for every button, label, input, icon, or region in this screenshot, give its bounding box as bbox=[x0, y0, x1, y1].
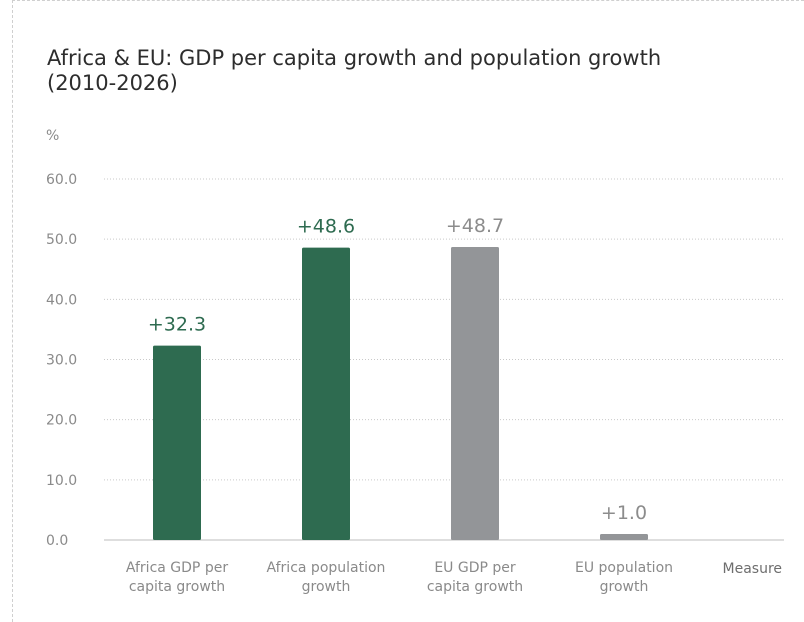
bar bbox=[153, 345, 201, 540]
bar bbox=[302, 247, 350, 540]
x-tick-label: capita growth bbox=[427, 579, 523, 595]
data-label: +32.3 bbox=[148, 314, 206, 336]
y-tick-label: 60.0 bbox=[46, 172, 77, 188]
y-tick-label: 40.0 bbox=[46, 292, 77, 308]
y-tick-label: 10.0 bbox=[46, 473, 77, 489]
frame-border-top bbox=[12, 0, 804, 1]
y-axis-label: % bbox=[46, 128, 59, 144]
x-tick-label: EU population bbox=[575, 560, 673, 576]
y-tick-label: 0.0 bbox=[46, 533, 68, 549]
data-label: +1.0 bbox=[601, 502, 647, 524]
x-tick-label: Africa population bbox=[267, 560, 386, 576]
x-axis-label: Measure bbox=[723, 561, 783, 577]
data-label: +48.7 bbox=[446, 215, 504, 237]
data-label: +48.6 bbox=[297, 216, 355, 238]
x-tick-label: growth bbox=[302, 579, 351, 595]
chart-title: Africa & EU: GDP per capita growth and p… bbox=[47, 46, 662, 95]
y-tick-label: 20.0 bbox=[46, 413, 77, 429]
x-tick-label: growth bbox=[600, 579, 649, 595]
x-tick-label: Africa GDP per bbox=[126, 560, 228, 576]
frame-border-left bbox=[12, 0, 13, 622]
y-tick-label: 30.0 bbox=[46, 353, 77, 369]
x-tick-label: EU GDP per bbox=[434, 560, 516, 576]
y-tick-label: 50.0 bbox=[46, 232, 77, 248]
bar bbox=[451, 246, 499, 540]
x-tick-label: capita growth bbox=[129, 579, 225, 595]
bar bbox=[600, 533, 648, 540]
